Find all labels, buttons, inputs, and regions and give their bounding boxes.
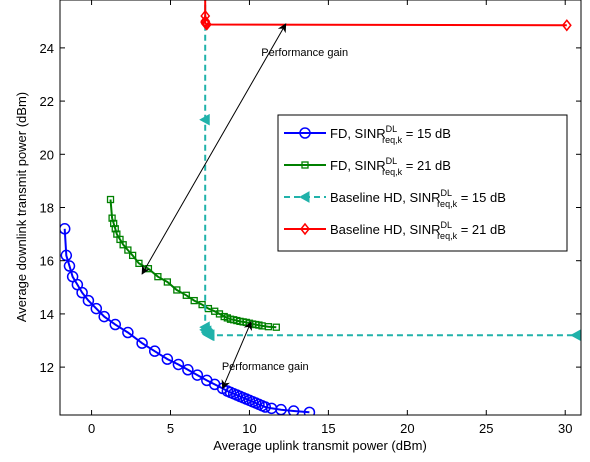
series-2 [106, 195, 280, 331]
x-tick-label: 5 [167, 421, 174, 436]
series-1-point [191, 369, 204, 381]
series-2-point [106, 195, 115, 204]
y-tick-label: 16 [40, 254, 54, 269]
legend-entry: FD, SINRDL req,k = 21 dB [330, 156, 451, 177]
series-1-point [76, 286, 88, 299]
legend-marker [301, 161, 309, 169]
y-tick-label: 14 [40, 307, 54, 322]
x-tick-label: 0 [88, 421, 95, 436]
series-2-point [198, 300, 206, 309]
series-1-point [259, 401, 271, 413]
x-axis-label: Average uplink transmit power (dBm) [213, 438, 427, 453]
annotation-label: Performance gain [222, 361, 309, 373]
x-tick-label: 30 [558, 421, 572, 436]
series-1-point [287, 405, 300, 415]
series-1-point [172, 358, 185, 371]
series-1-line [63, 228, 310, 414]
series-1-point [63, 260, 76, 272]
x-tick-label: 10 [242, 421, 256, 436]
y-tick-label: 18 [40, 201, 54, 216]
legend-entry: FD, SINRDL req,k = 15 dB [330, 124, 451, 145]
legend-entry: Baseline HD, SINRDL req,k = 15 dB [330, 188, 506, 209]
series-1-point [90, 302, 103, 315]
y-axis-label: Average downlink transmit power (dBm) [14, 92, 29, 322]
series-2-point [173, 286, 181, 294]
series-2-point [110, 219, 118, 228]
series-1-point [82, 294, 95, 307]
series-1-point [122, 326, 134, 339]
annotation-arrow [221, 321, 252, 390]
series-1-point [60, 223, 71, 235]
series-2-point [128, 251, 137, 260]
series-1-point [161, 353, 174, 365]
ticks-layer: 0 5 10 15 20 25 30 12 14 16 18 20 22 24 [40, 0, 581, 436]
series-2-point [272, 323, 280, 331]
series-3-point [570, 329, 581, 342]
series-1-point [60, 249, 73, 262]
series-2-point [124, 246, 132, 254]
x-tick-label: 25 [479, 421, 493, 436]
legend-marker [298, 191, 310, 203]
series-1 [60, 223, 316, 415]
series-1-point [182, 364, 194, 376]
legend-entry: Baseline HD, SINRDL req,k = 21 dB [330, 220, 506, 241]
series-2-point [163, 278, 172, 286]
series-3-point [203, 329, 215, 342]
legend-marker [300, 222, 310, 236]
y-tick-label: 24 [40, 41, 54, 56]
series-2-point [108, 214, 116, 222]
annotation-arrow [141, 23, 287, 275]
y-tick-label: 22 [40, 94, 54, 109]
annotation-layer: Performance gain Performance gain [141, 23, 348, 390]
series-2-point [182, 291, 190, 299]
series-1-point [109, 318, 122, 331]
series-2-point [264, 323, 273, 331]
series-1-point [148, 345, 161, 357]
series-1-point [98, 310, 110, 323]
series-2-point [190, 296, 198, 305]
legend: FD, SINRDL req,k = 15 dB FD, SINRDL req,k =… [277, 114, 568, 252]
legend-box [277, 114, 568, 252]
series-2-point [111, 225, 119, 233]
y-tick-label: 20 [40, 147, 54, 162]
series-2-point [119, 241, 127, 249]
x-tick-label: 20 [400, 421, 414, 436]
series-1-point [136, 337, 148, 349]
series-4-point [561, 19, 572, 32]
legend-marker [299, 127, 311, 139]
x-tick-label: 15 [321, 421, 335, 436]
y-tick-label: 12 [40, 360, 54, 375]
annotation-label: Performance gain [261, 47, 348, 59]
series-1-point [303, 406, 316, 415]
